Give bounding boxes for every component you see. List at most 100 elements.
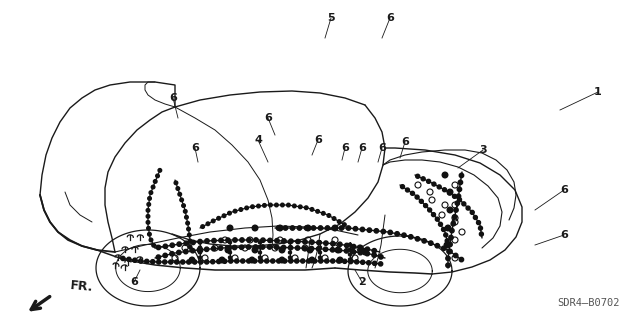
Circle shape xyxy=(479,232,483,236)
Circle shape xyxy=(304,226,308,230)
Circle shape xyxy=(147,203,150,206)
Circle shape xyxy=(296,239,300,244)
Circle shape xyxy=(442,227,445,232)
Circle shape xyxy=(415,237,420,241)
Circle shape xyxy=(198,241,202,244)
Circle shape xyxy=(395,232,399,236)
Text: 6: 6 xyxy=(264,113,272,123)
Circle shape xyxy=(344,243,349,248)
Circle shape xyxy=(219,238,223,243)
Circle shape xyxy=(422,239,426,243)
Circle shape xyxy=(233,238,237,242)
Circle shape xyxy=(257,204,260,208)
Circle shape xyxy=(180,260,185,264)
Circle shape xyxy=(424,204,428,208)
Circle shape xyxy=(447,249,451,254)
Circle shape xyxy=(458,198,461,202)
Circle shape xyxy=(139,259,143,263)
Circle shape xyxy=(260,245,265,249)
Circle shape xyxy=(349,259,353,264)
Circle shape xyxy=(327,214,331,217)
Circle shape xyxy=(349,248,351,251)
Circle shape xyxy=(462,202,466,206)
Circle shape xyxy=(284,226,288,230)
Circle shape xyxy=(289,256,291,259)
Circle shape xyxy=(228,211,231,215)
Circle shape xyxy=(466,206,470,210)
Circle shape xyxy=(235,259,239,263)
Circle shape xyxy=(294,259,299,263)
Circle shape xyxy=(445,239,449,243)
Circle shape xyxy=(276,259,281,263)
Text: SDR4–B0702: SDR4–B0702 xyxy=(557,298,620,308)
Text: 1: 1 xyxy=(594,87,602,97)
Circle shape xyxy=(223,259,227,263)
Circle shape xyxy=(342,223,346,226)
Circle shape xyxy=(337,220,341,223)
Circle shape xyxy=(309,246,314,251)
Circle shape xyxy=(332,217,336,220)
Circle shape xyxy=(228,256,232,259)
Text: 6: 6 xyxy=(378,143,386,153)
Circle shape xyxy=(311,226,316,230)
Circle shape xyxy=(175,260,179,264)
Circle shape xyxy=(444,242,450,248)
Circle shape xyxy=(150,260,155,264)
Circle shape xyxy=(269,203,272,207)
Circle shape xyxy=(187,227,190,231)
Circle shape xyxy=(279,257,285,263)
Circle shape xyxy=(332,225,338,231)
Circle shape xyxy=(298,205,302,209)
Circle shape xyxy=(234,209,237,213)
Circle shape xyxy=(452,194,456,198)
Circle shape xyxy=(282,245,286,250)
Circle shape xyxy=(330,248,335,252)
Circle shape xyxy=(419,199,423,203)
Circle shape xyxy=(307,259,311,263)
Circle shape xyxy=(455,201,460,205)
Circle shape xyxy=(474,216,477,219)
Circle shape xyxy=(401,185,404,189)
Circle shape xyxy=(247,238,251,242)
Circle shape xyxy=(438,222,442,226)
Circle shape xyxy=(146,209,150,212)
Circle shape xyxy=(342,259,347,263)
Circle shape xyxy=(360,227,365,232)
Circle shape xyxy=(319,251,321,254)
Circle shape xyxy=(170,252,174,256)
Circle shape xyxy=(178,192,182,196)
Circle shape xyxy=(289,239,293,243)
Circle shape xyxy=(275,203,278,207)
Circle shape xyxy=(351,249,356,254)
Circle shape xyxy=(170,243,175,248)
Circle shape xyxy=(421,177,425,181)
Circle shape xyxy=(211,260,215,264)
Circle shape xyxy=(460,173,463,178)
Circle shape xyxy=(406,188,410,192)
Circle shape xyxy=(289,241,291,244)
Circle shape xyxy=(372,261,377,265)
Text: 6: 6 xyxy=(358,143,366,153)
Circle shape xyxy=(305,225,311,231)
Circle shape xyxy=(432,182,436,186)
Circle shape xyxy=(252,247,258,253)
Circle shape xyxy=(149,238,153,242)
Circle shape xyxy=(174,181,178,185)
Circle shape xyxy=(435,217,439,221)
Circle shape xyxy=(374,229,378,233)
Circle shape xyxy=(212,239,216,243)
Text: 6: 6 xyxy=(401,137,409,147)
Circle shape xyxy=(253,245,258,249)
Circle shape xyxy=(205,239,209,243)
Circle shape xyxy=(318,226,323,230)
Circle shape xyxy=(198,256,202,259)
Circle shape xyxy=(246,245,251,249)
Circle shape xyxy=(184,241,188,245)
Circle shape xyxy=(198,239,202,244)
Circle shape xyxy=(442,246,446,250)
Circle shape xyxy=(338,242,342,247)
Circle shape xyxy=(280,203,284,207)
Circle shape xyxy=(445,225,451,231)
Circle shape xyxy=(279,247,285,253)
Circle shape xyxy=(259,251,262,254)
